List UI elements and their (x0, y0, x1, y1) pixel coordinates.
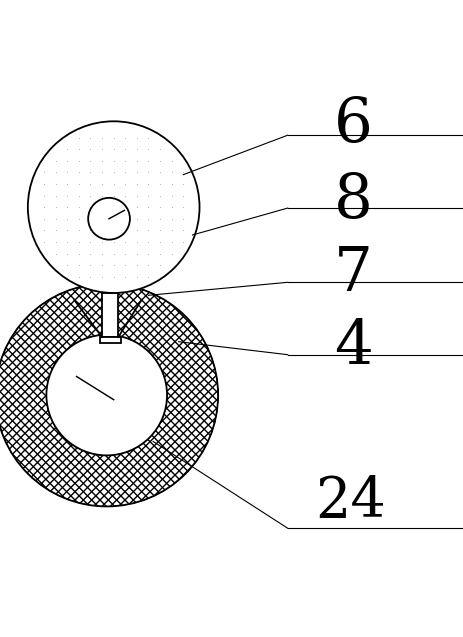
Circle shape (88, 198, 130, 240)
Text: 7: 7 (333, 245, 372, 304)
Text: 6: 6 (333, 94, 372, 154)
Wedge shape (0, 283, 218, 506)
Circle shape (0, 283, 218, 506)
Circle shape (28, 121, 199, 293)
Text: 4: 4 (333, 317, 372, 376)
Text: 24: 24 (315, 475, 385, 529)
Text: 8: 8 (333, 170, 372, 230)
Bar (102, 293, 118, 337)
Circle shape (46, 334, 167, 455)
Bar (100, 337, 120, 343)
